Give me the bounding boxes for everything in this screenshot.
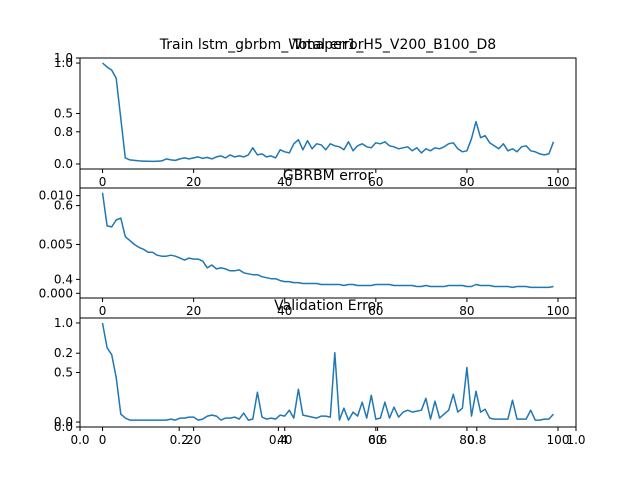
overlay-x-tick-label: 0.6	[368, 433, 387, 447]
overlay-axes: 0.0 0.2 0.4 0.6 0.8 1.0 0.0 0.2 0.4 0.6 0.8 1.0 To…	[54, 37, 586, 447]
x-tick-label: 60	[368, 304, 383, 318]
x-tick-label: 40	[277, 175, 292, 189]
x-tick-label: 0	[99, 433, 107, 447]
x-tick-label: 60	[368, 175, 383, 189]
overlay-y-tick-label: 0.2	[54, 346, 73, 360]
figure-suptitle: Train lstm_gbrbm_Wmaper1_H5_V200_B100_D8	[159, 37, 496, 53]
overlay-y-ticks: 0.0 0.2 0.4 0.6 0.8 1.0	[54, 51, 80, 434]
overlay-x-tick-label: 0.0	[70, 433, 89, 447]
y-tick-label: 0.005	[39, 237, 73, 251]
x-tick-label: 80	[459, 304, 474, 318]
y-tick-label: 1.0	[54, 316, 73, 330]
x-tick-label: 40	[277, 433, 292, 447]
x-tick-label: 20	[186, 433, 201, 447]
overlay-x-tick-label: 0.4	[269, 433, 288, 447]
panel-title: Validation Error	[274, 298, 382, 314]
series-line	[102, 62, 555, 163]
overlay-y-tick-label: 0.8	[54, 125, 73, 139]
panel-gbrbm-error: 0 20 40 60 80 100 0.000 0.005 0.010 GBRBM error	[39, 168, 577, 318]
axes-frame	[79, 187, 577, 299]
y-tick-label: 0.5	[54, 366, 73, 380]
panel-title: GBRBM error	[283, 168, 373, 184]
series-line	[101, 192, 554, 289]
x-tick-label: 100	[547, 304, 570, 318]
x-tick-label: 80	[459, 433, 474, 447]
y-tick-label: 0.0	[54, 415, 73, 429]
y-tick-label: 0.000	[39, 286, 73, 300]
axes-frame	[79, 317, 577, 428]
x-tick-label: 60	[368, 433, 383, 447]
x-tick-label: 100	[547, 175, 570, 189]
axes-frame	[79, 57, 577, 170]
overlay-x-ticks: 0.0 0.2 0.4 0.6 0.8 1.0	[70, 427, 586, 447]
x-tick-label: 20	[186, 175, 201, 189]
y-tick-label: 0.0	[54, 157, 73, 171]
panel-total-error: 0 20 40 60 80 100 0.0 0.5 1.0	[54, 56, 577, 189]
series-line	[101, 322, 555, 421]
panel-validation-error: 0 20 40 60 80 100 0.0 0.5 1.0 Validation Error	[54, 298, 577, 447]
overlay-title: Total error	[291, 37, 363, 53]
y-tick-label: 0.5	[54, 107, 73, 121]
x-tick-label: 40	[277, 304, 292, 318]
x-tick-label: 80	[459, 175, 474, 189]
overlay-x-tick-label: 1.0	[566, 433, 585, 447]
y-tick-label: 0.010	[39, 189, 73, 203]
overlay-x-tick-label: 0.2	[170, 433, 189, 447]
overlay-y-tick-label: 0.6	[54, 199, 73, 213]
overlay-x-tick-label: 0.8	[467, 433, 486, 447]
overlay-y-tick-label: 0.4	[54, 272, 73, 286]
x-tick-label: 20	[186, 304, 201, 318]
overlay-y-tick-label: 0.0	[54, 420, 73, 434]
overlay-y-tick-label: 1.0	[54, 51, 73, 65]
x-tick-label: 0	[99, 175, 107, 189]
y-tick-label: 1.0	[54, 56, 73, 70]
x-tick-label: 0	[99, 304, 107, 318]
x-tick-label: 100	[547, 433, 570, 447]
